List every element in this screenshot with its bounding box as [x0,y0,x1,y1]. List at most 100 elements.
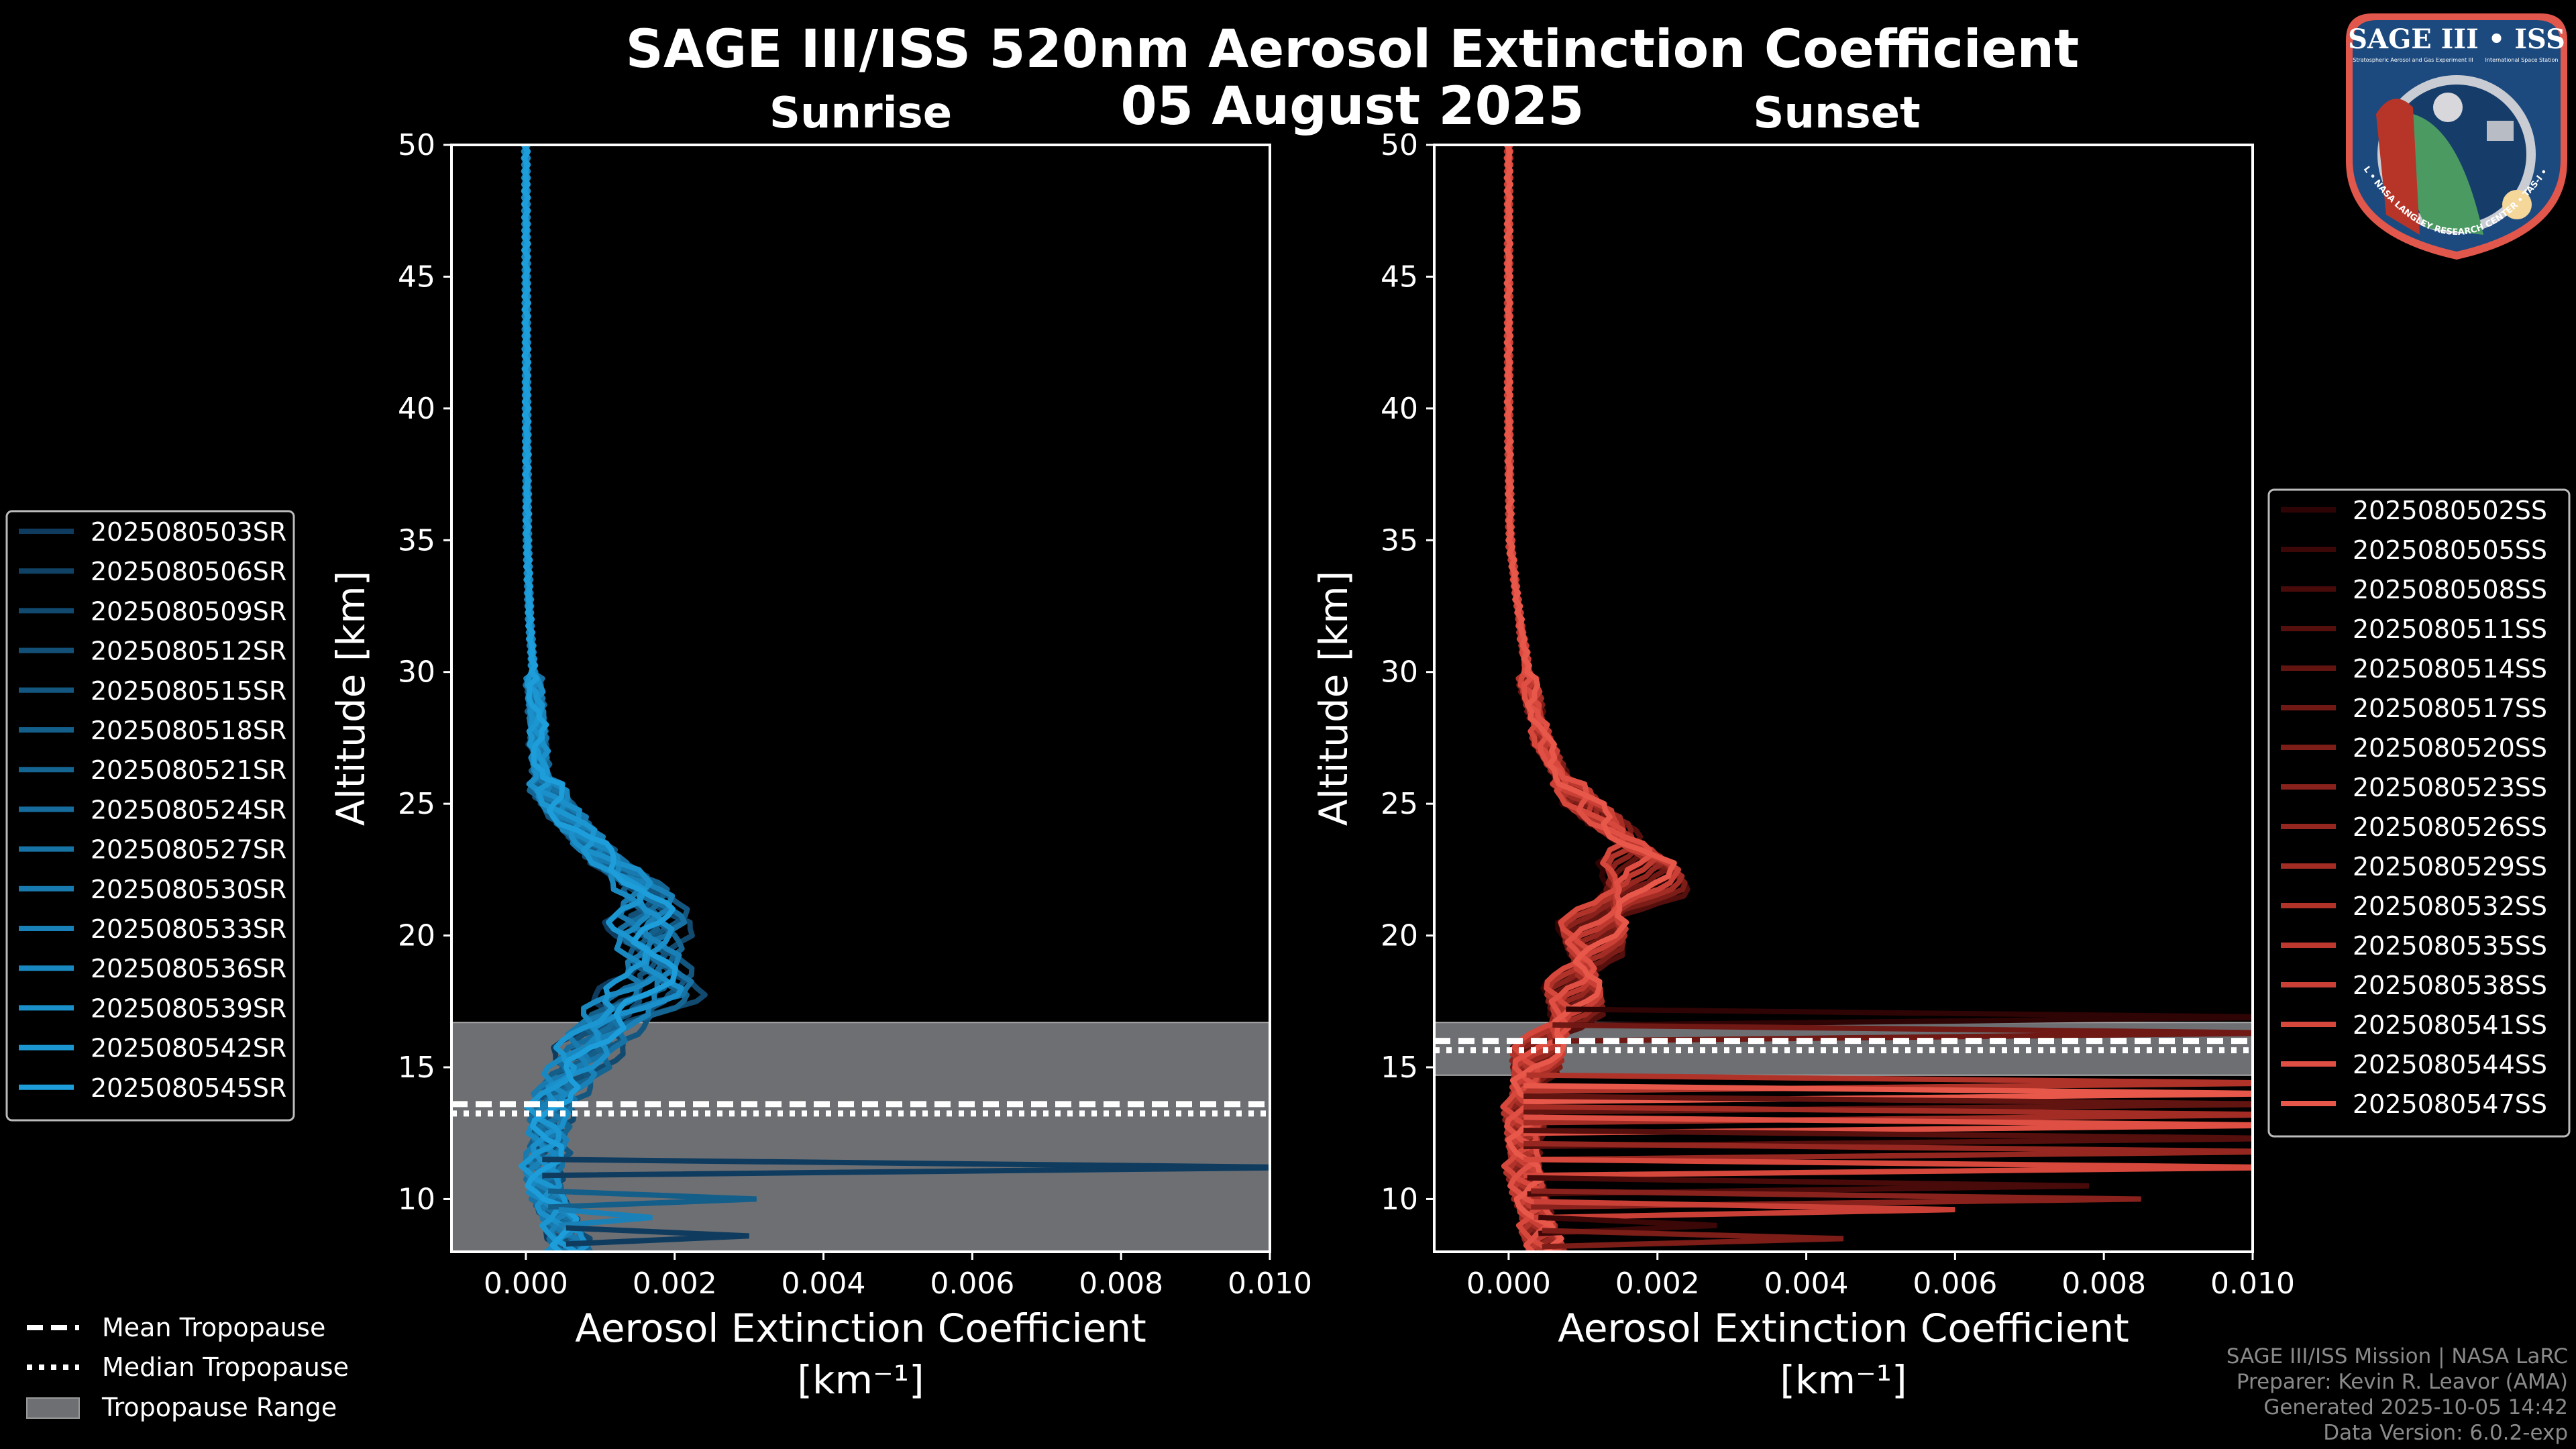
legend-label: 2025080505SS [2353,535,2547,565]
y-tick-label: 40 [1381,392,1418,426]
legend-label: 2025080523SS [2353,773,2547,802]
profile-spike [558,1206,653,1228]
legend-label: 2025080541SS [2353,1010,2547,1040]
panel-title: Sunset [1753,89,1920,138]
legend-label: 2025080545SR [91,1073,286,1103]
profile-spike [542,1157,1270,1179]
legend-label: 2025080542SR [91,1034,286,1063]
sunset-panel: 0.000 0.002 0.004 0.006 0.008 0.010 10 15 20 25 30… [1311,89,2571,1403]
profile-spike [1523,1140,2253,1163]
legend-label: 2025080547SS [2353,1089,2547,1119]
profile-line-2025080545SR [521,145,678,1252]
legend-label: 2025080532SS [2353,892,2547,921]
legend-label: 2025080512SR [91,637,286,666]
y-tick-label: 45 [398,260,435,294]
footer-credits: SAGE III/ISS Mission | NASA LaRC Prepare… [2226,1344,2568,1446]
plot-area [451,145,1270,1252]
y-tick-label: 35 [1381,523,1418,557]
y-tick-label: 20 [1381,919,1418,953]
logo-text: SAGE III • ISS [2348,23,2565,55]
profile-spike [548,1188,757,1210]
legend-label: 2025080524SR [91,795,286,824]
axes-frame [450,144,1271,1253]
y-tick-label: 50 [1381,128,1418,162]
y-tick-label: 30 [1381,655,1418,690]
x-tick-label: 0.000 [484,1267,568,1301]
legend-label: 2025080536SR [91,954,286,983]
profile-spike [1566,1006,2253,1028]
legend-label: 2025080508SS [2353,575,2547,604]
axes-frame [1433,144,2254,1253]
x-tick-label: 0.006 [1913,1267,1997,1301]
panel-title: Sunrise [769,89,952,138]
legend-label: 2025080539SR [91,994,286,1023]
y-tick-label: 10 [1381,1182,1418,1216]
x-tick-label: 0.000 [1466,1267,1551,1301]
legend-label: 2025080530SR [91,875,286,904]
legend-label: 2025080520SS [2353,733,2547,763]
y-tick-label: 35 [398,523,435,557]
y-tick-label: 30 [398,655,435,690]
date-subtitle: 05 August 2025 [1121,76,1585,137]
legend-label: 2025080506SR [91,557,286,586]
legend-label: 2025080503SR [91,517,286,547]
x-axis-label: Aerosol Extinction Coefficient [1558,1305,2129,1351]
footer-version: Data Version: 6.0.2-exp [2323,1421,2568,1445]
tropopause-legend: Mean Tropopause Median Tropopause Tropop… [26,1313,349,1422]
footer-preparer: Preparer: Kevin R. Leavor (AMA) [2236,1370,2568,1394]
legend-label: 2025080529SS [2353,852,2547,881]
footer-generated: Generated 2025-10-05 14:42 [2263,1395,2568,1419]
x-tick-label: 0.004 [1764,1267,1849,1301]
logo-iss-text: International Space Station [2485,57,2559,63]
x-tick-label: 0.010 [2210,1267,2295,1301]
tropopause-range-swatch [26,1397,80,1419]
y-tick-label: 25 [398,787,435,821]
y-axis-label: Altitude [km] [1311,571,1356,826]
x-axis-unit: [km⁻¹] [1780,1357,1907,1403]
main-title: SAGE III/ISS 520nm Aerosol Extinction Co… [626,19,2080,80]
x-axis-label: Aerosol Extinction Coefficient [575,1305,1146,1351]
legend-label: 2025080526SS [2353,812,2547,842]
legend-label: 2025080511SS [2353,614,2547,644]
x-tick-label: 0.010 [1228,1267,1312,1301]
legend-label: 2025080538SS [2353,971,2547,1000]
legend-label: 2025080502SS [2353,496,2547,525]
legend-label: 2025080509SR [91,596,286,626]
tropopause-range-label: Tropopause Range [101,1393,337,1422]
x-tick-label: 0.008 [2061,1267,2146,1301]
legend-label: 2025080515SR [91,676,286,706]
legend-label: 2025080521SR [91,755,286,785]
x-tick-label: 0.002 [1615,1267,1700,1301]
legend-label: 2025080544SS [2353,1050,2547,1079]
legend-label: 2025080527SR [91,835,286,865]
y-tick-label: 50 [398,128,435,162]
sage-iss-logo: SAGE III • ISS Stratospheric Aerosol and… [2343,6,2567,260]
sunrise-panel: 0.000 0.002 0.004 0.006 0.008 0.010 10 15 20 25 30… [5,89,1312,1403]
legend-label: 2025080518SR [91,716,286,745]
profile-spike [1542,1228,1844,1250]
x-tick-label: 0.004 [782,1267,866,1301]
profile-spike [566,1225,749,1247]
median-tropopause-label: Median Tropopause [102,1352,349,1382]
plot-area [1434,145,2253,1252]
logo-subtext: Stratospheric Aerosol and Gas Experiment… [2353,57,2473,63]
x-tick-label: 0.008 [1079,1267,1163,1301]
y-tick-label: 40 [398,392,435,426]
y-tick-label: 10 [398,1182,435,1216]
legend-label: 2025080514SS [2353,654,2547,684]
x-tick-label: 0.006 [930,1267,1014,1301]
x-axis-unit: [km⁻¹] [797,1357,924,1403]
legend-label: 2025080517SS [2353,694,2547,723]
profile-line-2025080547SS [1503,145,1677,1252]
mean-tropopause-label: Mean Tropopause [102,1313,325,1342]
y-tick-label: 15 [398,1051,435,1085]
legend-label: 2025080535SS [2353,931,2547,961]
legend-label: 2025080533SR [91,914,286,944]
footer-mission: SAGE III/ISS Mission | NASA LaRC [2226,1344,2568,1368]
y-tick-label: 25 [1381,787,1418,821]
y-tick-label: 15 [1381,1051,1418,1085]
series-legend-box [2267,488,2571,1138]
y-tick-label: 20 [398,919,435,953]
profile-spike [1523,1157,2253,1179]
